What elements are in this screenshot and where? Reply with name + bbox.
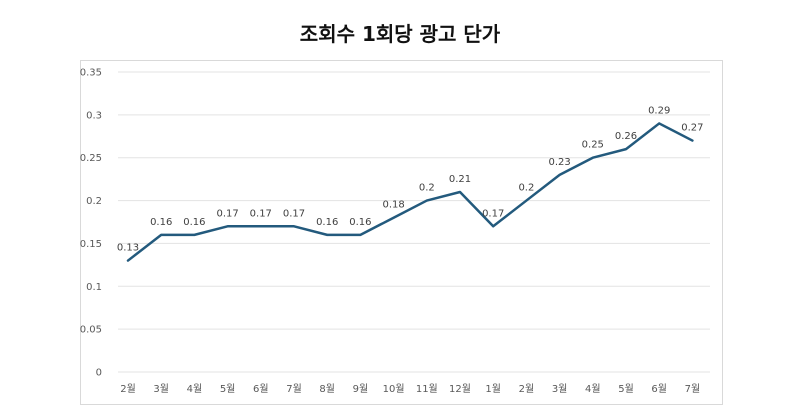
data-label: 0.27 [681, 123, 703, 134]
x-tick-label: 7월 [286, 383, 302, 395]
data-label: 0.25 [582, 140, 604, 151]
data-label: 0.2 [419, 183, 435, 194]
x-tick-label: 7월 [685, 383, 701, 395]
y-tick-label: 0.3 [86, 110, 102, 121]
data-label: 0.21 [449, 174, 471, 185]
y-tick-label: 0.05 [80, 325, 102, 336]
y-axis-ticks: 0 0.05 0.1 0.15 0.2 0.25 0.3 0.35 [80, 68, 102, 379]
x-tick-label: 11월 [416, 383, 438, 395]
x-tick-label: 4월 [585, 383, 601, 395]
x-tick-label: 2월 [519, 383, 535, 395]
chart-title: 조회수 1회당 광고 단가 [299, 22, 501, 46]
data-label: 0.2 [518, 183, 534, 194]
data-label: 0.26 [615, 131, 637, 142]
x-tick-label: 6월 [651, 383, 667, 395]
x-tick-label: 2월 [120, 383, 136, 395]
y-tick-label: 0.25 [80, 153, 102, 164]
x-tick-label: 1월 [485, 383, 501, 395]
data-label: 0.17 [216, 208, 238, 219]
data-label: 0.13 [117, 243, 139, 254]
data-label: 0.16 [150, 217, 172, 228]
x-tick-label: 12월 [449, 383, 471, 395]
x-axis-ticks: 2월 3월 4월 5월 6월 7월 8월 9월 10월 11월 12월 1월 2월 3월 4월 5월 6월 7월 [120, 383, 700, 395]
gridlines [118, 71, 710, 373]
data-label: 0.16 [183, 217, 205, 228]
data-label: 0.23 [548, 157, 570, 168]
data-labels: 0.13 0.16 0.16 0.17 0.17 0.17 0.16 0.16 0.18 0.2 0… [117, 105, 704, 253]
x-tick-label: 5월 [220, 383, 236, 395]
data-label: 0.17 [250, 208, 272, 219]
data-label: 0.18 [382, 200, 404, 211]
data-label: 0.17 [482, 208, 504, 219]
data-label: 0.17 [283, 208, 305, 219]
data-label: 0.29 [648, 105, 670, 116]
x-tick-label: 4월 [187, 383, 203, 395]
data-label: 0.16 [349, 217, 371, 228]
y-tick-label: 0 [96, 368, 102, 379]
x-tick-label: 6월 [253, 383, 269, 395]
plot-area-border [80, 60, 723, 405]
x-tick-label: 9월 [353, 383, 369, 395]
x-tick-label: 10월 [383, 383, 405, 395]
x-tick-label: 5월 [618, 383, 634, 395]
y-tick-label: 0.35 [80, 68, 102, 79]
y-tick-label: 0.15 [80, 239, 102, 250]
x-tick-label: 3월 [552, 383, 568, 395]
series-line [126, 122, 694, 262]
x-tick-label: 3월 [153, 383, 169, 395]
x-tick-label: 8월 [319, 383, 335, 395]
y-tick-label: 0.1 [86, 282, 102, 293]
y-tick-label: 0.2 [86, 196, 102, 207]
data-label: 0.16 [316, 217, 338, 228]
